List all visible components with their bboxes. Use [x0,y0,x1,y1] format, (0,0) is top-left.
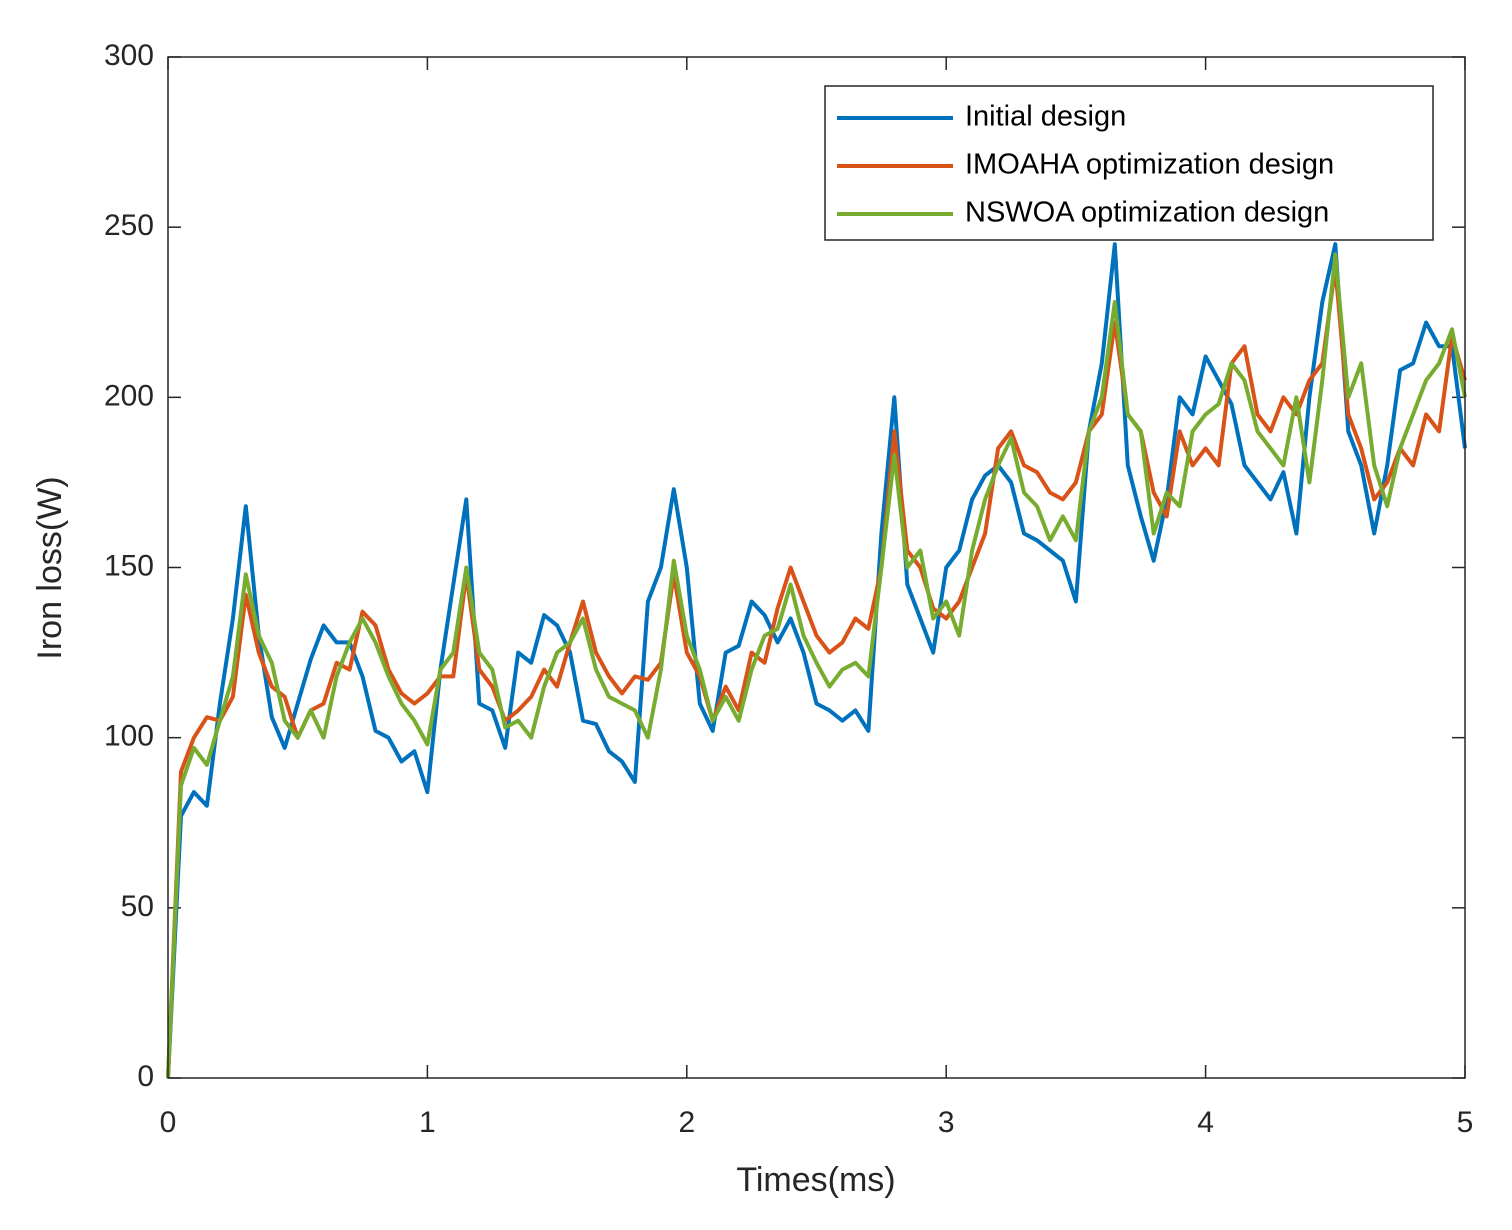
series-line [166,266,1467,1079]
series-line [166,242,1467,1079]
legend-label: NSWOA optimization design [965,197,1329,229]
y-axis-label: Iron loss(W) [31,476,69,659]
y-tick-label: 100 [104,720,154,753]
x-tick-label: 2 [678,1106,695,1139]
y-tick-label: 50 [121,890,154,923]
series-line [166,252,1467,1079]
y-tick-label: 200 [104,379,154,412]
y-tick-label: 250 [104,209,154,242]
legend-label: Initial design [965,101,1126,133]
legend-label: IMOAHA optimization design [965,149,1334,181]
x-tick-label: 5 [1457,1106,1474,1139]
x-tick-label: 3 [938,1106,955,1139]
legend: Initial design IMOAHA optimization design… [824,85,1434,241]
x-tick-label: 4 [1197,1106,1214,1139]
y-tick-label: 150 [104,549,154,582]
plot-frame [167,56,1466,1079]
y-tick-label: 300 [104,39,154,72]
y-tick-label: 0 [137,1060,154,1093]
x-tick-label: 1 [419,1106,436,1139]
x-axis-label: Times(ms) [736,1161,895,1199]
x-tick-label: 0 [160,1106,177,1139]
